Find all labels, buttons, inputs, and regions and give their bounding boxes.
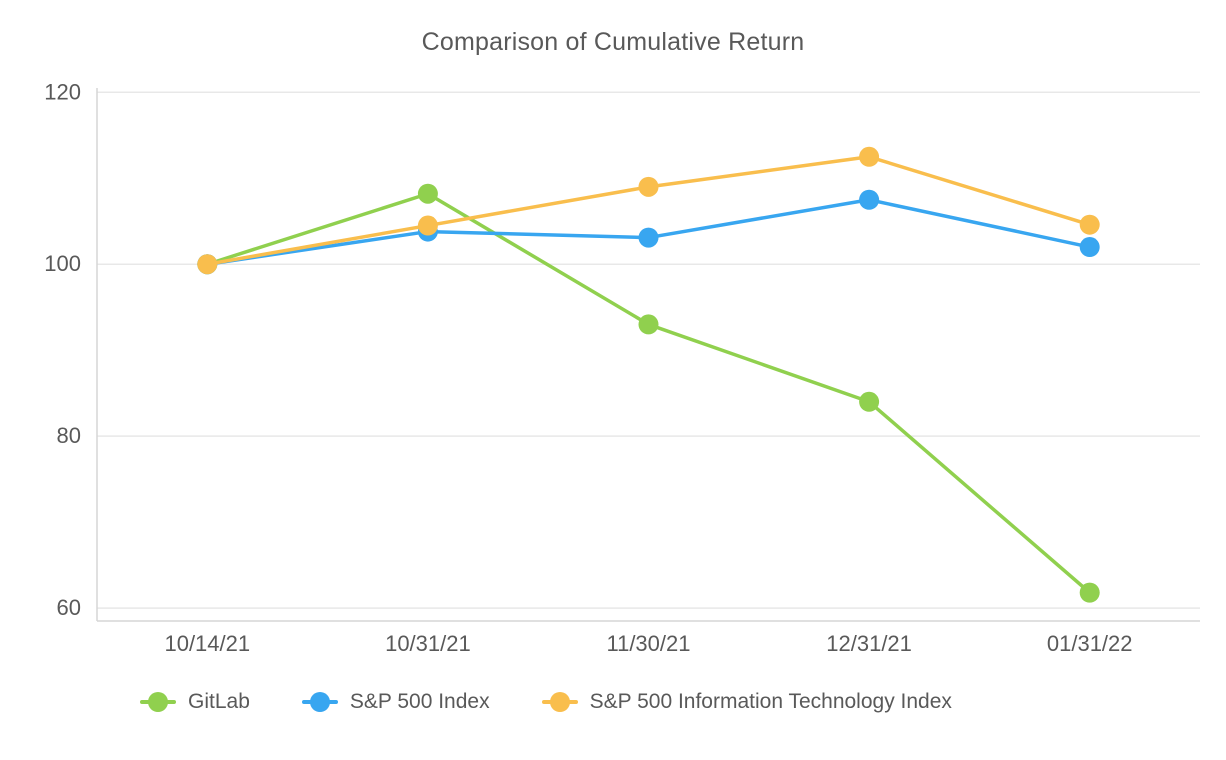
legend-item-gitlab: GitLab [140, 690, 250, 714]
x-tick-label: 10/31/21 [385, 631, 471, 656]
y-tick-label: 80 [57, 423, 81, 448]
legend-marker-icon [140, 692, 176, 712]
y-tick-label: 120 [44, 79, 81, 104]
data-point-gitlab [1079, 582, 1100, 603]
data-point-gitlab [859, 391, 880, 412]
legend-marker-icon [541, 692, 578, 712]
y-tick-label: 60 [57, 595, 81, 620]
data-point-gitlab [638, 314, 659, 335]
x-tick-label: 12/31/21 [826, 631, 912, 656]
data-point-s-p-500-information-technology-index [417, 215, 438, 236]
series-line-s-p-500-information-technology-index [205, 155, 1092, 266]
legend-label: GitLab [188, 690, 250, 713]
data-point-s-p-500-index [638, 227, 659, 248]
data-point-s-p-500-information-technology-index [638, 176, 659, 197]
legend-item-s-p-500-information-technology-index: S&P 500 Information Technology Index [541, 690, 952, 714]
x-tick-label: 11/30/21 [606, 631, 690, 656]
data-point-s-p-500-information-technology-index [1079, 214, 1100, 235]
legend: GitLab S&P 500 Index S&P 500 Information T… [140, 690, 952, 714]
legend-label: S&P 500 Index [349, 690, 490, 713]
x-tick-label: 10/14/21 [164, 631, 250, 656]
data-point-s-p-500-index [1079, 237, 1100, 258]
data-point-s-p-500-information-technology-index [197, 254, 218, 275]
legend-marker-icon [301, 692, 338, 712]
legend-item-s-p-500-index: S&P 500 Index [301, 690, 490, 714]
y-tick-label: 100 [44, 251, 81, 276]
data-point-gitlab [417, 183, 438, 204]
legend-label: S&P 500 Information Technology Index [589, 690, 952, 713]
series-line-gitlab [205, 191, 1092, 595]
data-point-s-p-500-index [859, 189, 880, 210]
data-point-s-p-500-information-technology-index [859, 146, 880, 167]
chart-title: Comparison of Cumulative Return [421, 28, 805, 56]
x-tick-label: 01/31/22 [1047, 631, 1133, 656]
